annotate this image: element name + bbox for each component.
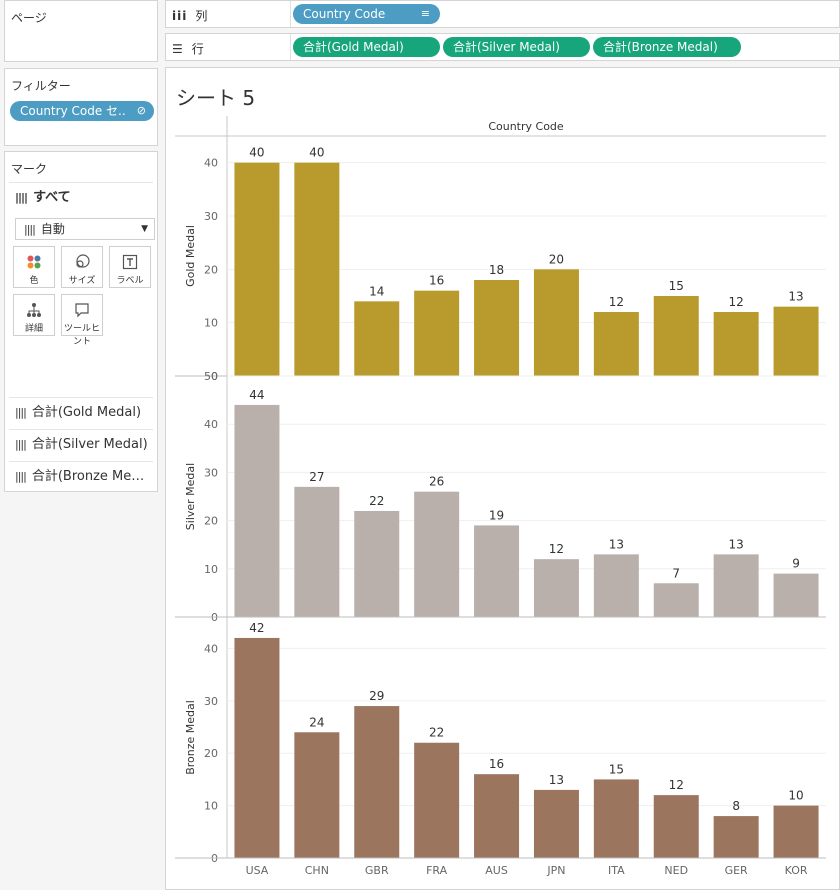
measure-row-bronze[interactable]: |||| 合計(Bronze Me…	[9, 461, 153, 491]
shelf-divider	[290, 1, 291, 27]
mark-type-label: 自動	[40, 222, 65, 236]
color-label: 色	[29, 276, 39, 286]
columns-label-text: 列	[195, 9, 208, 23]
rows-shelf[interactable]: ☰ 行 合計(Gold Medal) 合計(Silver Medal) 合計(Br…	[165, 33, 840, 61]
sheet-panel: シート 5	[165, 67, 840, 890]
row-pill-label: 合計(Gold Medal)	[303, 40, 404, 54]
measure-label: 合計(Silver Medal)	[31, 437, 148, 452]
columns-icon: iii	[172, 9, 188, 23]
size-icon	[76, 254, 90, 268]
marks-all-row[interactable]: |||| すべて	[9, 182, 153, 212]
bars-icon: ||||	[15, 470, 27, 483]
row-pill-label: 合計(Bronze Medal)	[603, 40, 718, 54]
filter-pill-label: Country Code セ..	[20, 104, 126, 118]
detail-button[interactable]: 詳細	[13, 294, 55, 336]
measure-row-gold[interactable]: |||| 合計(Gold Medal)	[9, 397, 153, 427]
bars-icon: ||||	[24, 223, 36, 236]
filters-title: フィルター	[11, 79, 71, 93]
marks-title: マーク	[11, 162, 48, 176]
size-label: サイズ	[68, 276, 96, 286]
columns-shelf[interactable]: iii 列 Country Code ≡	[165, 0, 840, 28]
columns-label: iii 列	[172, 7, 207, 24]
label-label: ラベル	[116, 276, 144, 286]
row-pill-bronze[interactable]: 合計(Bronze Medal)	[593, 37, 741, 57]
tooltip-label: ツールヒント	[63, 324, 100, 347]
rows-icon: ☰	[172, 42, 184, 56]
column-pill-country-code[interactable]: Country Code ≡	[293, 4, 440, 24]
pages-title: ページ	[11, 11, 47, 25]
sort-icon: ≡	[420, 7, 430, 20]
rows-label: ☰ 行	[172, 40, 204, 57]
marks-panel: マーク |||| すべて |||| 自動 ▼ 色 サイズ ラベル 詳細	[4, 151, 158, 492]
label-button[interactable]: ラベル	[109, 246, 151, 288]
measure-label: 合計(Bronze Me…	[31, 469, 145, 484]
bars-icon: ||||	[15, 438, 27, 451]
detail-label: 詳細	[24, 324, 43, 334]
detail-icon	[27, 303, 41, 317]
measure-label: 合計(Gold Medal)	[31, 405, 142, 420]
filter-pill-country-code[interactable]: Country Code セ.. ⊘	[10, 101, 154, 121]
bars-icon: ||||	[15, 406, 27, 419]
rows-label-text: 行	[191, 42, 204, 56]
row-pill-gold[interactable]: 合計(Gold Medal)	[293, 37, 440, 57]
measure-row-silver[interactable]: |||| 合計(Silver Medal)	[9, 429, 153, 459]
marks-all-label: すべて	[33, 190, 71, 205]
shelf-divider	[290, 34, 291, 60]
tooltip-icon	[75, 303, 89, 318]
label-icon	[122, 254, 138, 270]
chevron-down-icon: ▼	[141, 224, 148, 234]
tooltip-button[interactable]: ツールヒント	[61, 294, 103, 347]
bars-icon: ||||	[15, 191, 28, 204]
sheet-title: シート 5	[176, 86, 256, 110]
row-pill-silver[interactable]: 合計(Silver Medal)	[443, 37, 590, 57]
color-button[interactable]: 色	[13, 246, 55, 288]
size-button[interactable]: サイズ	[61, 246, 103, 288]
mark-type-dropdown[interactable]: |||| 自動 ▼	[15, 218, 155, 240]
pages-panel: ページ	[4, 0, 158, 62]
row-pill-label: 合計(Silver Medal)	[453, 40, 560, 54]
column-pill-label: Country Code	[303, 7, 386, 21]
color-icon	[27, 255, 41, 269]
link-icon: ⊘	[136, 104, 146, 117]
filters-panel: フィルター Country Code セ.. ⊘	[4, 68, 158, 146]
